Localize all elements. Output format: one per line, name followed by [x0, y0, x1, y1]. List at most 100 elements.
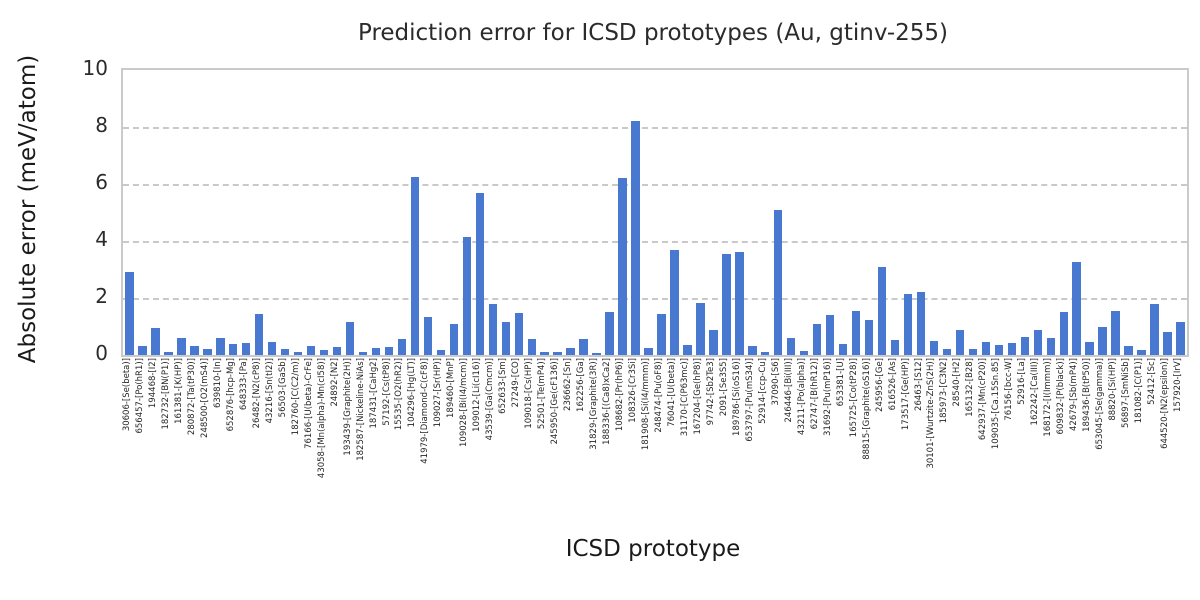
gridline [123, 184, 1187, 186]
bar [332, 347, 342, 355]
bar [280, 349, 290, 355]
bar [981, 341, 991, 355]
bar [475, 192, 485, 355]
bar [1033, 329, 1042, 355]
bar [384, 347, 394, 355]
x-tick-label: 246446-[Bi(III)] [783, 358, 794, 423]
x-tick-label: 88820-[Si(HP)] [1108, 358, 1119, 421]
x-tick-label: 162242-[Ca(III)] [1030, 358, 1041, 426]
x-tick-label: 173517-[Ge(HP)] [900, 358, 911, 431]
y-tick-label: 8 [95, 113, 108, 137]
bar [657, 313, 666, 355]
bar [488, 304, 497, 355]
x-tick-label: 43058-[Mn(alpha)-Mn(cI58)] [316, 358, 327, 479]
bar [190, 346, 199, 355]
gridline [123, 298, 1187, 300]
bar [203, 349, 212, 355]
x-tick-label: 609832-[P(black)] [1056, 358, 1067, 435]
x-tick-label: 109028-[Bi(I4/mcm)] [459, 358, 470, 447]
x-tick-label: 109035-[Ca.15Sn.85] [991, 358, 1002, 450]
bar [1150, 303, 1159, 355]
bar [268, 342, 277, 355]
bar [1059, 312, 1068, 355]
x-axis-title: ICSD prototype [565, 536, 741, 562]
x-tick-label: 42679-[Sb(mP4)] [1069, 358, 1080, 431]
x-tick-label: 43216-[Sn(tI2)] [264, 358, 275, 424]
bar [605, 312, 614, 355]
x-tick-label: 2091-[Se3S5] [718, 358, 729, 417]
x-tick-label: 27249-[CO] [511, 358, 522, 408]
bar [670, 249, 679, 355]
bar [449, 324, 459, 355]
bar [319, 349, 329, 355]
x-tick-label: 182732-[BN(P1)] [160, 358, 171, 430]
bar [825, 315, 835, 355]
bar [566, 348, 575, 355]
bar [644, 347, 653, 355]
bar [955, 329, 965, 355]
bar [1046, 338, 1055, 355]
x-tick-label: 644520-[N2(epsilon)] [1160, 358, 1171, 449]
x-tick-label: 26463-[S12] [913, 358, 924, 411]
bar [527, 339, 536, 355]
x-tick-label: 31692-[Pu(mP16)] [822, 358, 833, 436]
bar [436, 350, 446, 355]
x-tick-label: 280872-[Ta(tP30)] [186, 358, 197, 436]
x-tick-label: 109012-[Li(cI16)] [472, 358, 483, 432]
x-tick-label: 37090-[S6] [770, 358, 781, 406]
bar [125, 272, 134, 355]
bar [255, 313, 264, 355]
x-tick-label: 652876-[hcp-Mg] [225, 358, 236, 432]
x-tick-label: 28540-[H2] [952, 358, 963, 407]
bar [1176, 322, 1185, 355]
x-tick-label: 188336-[(Ca8)xCa2] [602, 358, 613, 445]
bar [994, 345, 1004, 355]
bar [358, 352, 368, 355]
x-tick-label: 76166-[U(beta)-CrFe] [303, 358, 314, 449]
y-axis-title: Absolute error (meV/atom) [15, 54, 41, 364]
bar [774, 209, 783, 355]
y-tick-label: 6 [95, 170, 108, 194]
x-tick-label: 653797-[Pu(mS34)] [744, 358, 755, 442]
bar [177, 337, 186, 355]
bar [1163, 331, 1172, 355]
x-tick-label: 648333-[Pa] [238, 358, 249, 411]
bar [735, 252, 744, 355]
bar [345, 322, 355, 355]
x-tick-label: 182760-[C(C2/m)] [290, 358, 301, 436]
x-tick-label: 56897-[SmNiSb] [1121, 358, 1132, 428]
gridline [123, 241, 1187, 243]
bar [1085, 341, 1094, 355]
bar [812, 323, 822, 355]
x-tick-label: 62747-[B(hR12)] [809, 358, 820, 430]
bar [877, 267, 887, 355]
x-tick-label: 162256-[Ga] [576, 358, 587, 412]
x-tick-label: 26482-[N2(cP8)] [251, 358, 262, 429]
bar [514, 313, 523, 355]
bar [501, 322, 510, 355]
bar [903, 293, 913, 355]
bar [1111, 310, 1120, 355]
bar [631, 121, 640, 355]
x-tick-label: 52914-[ccp-Cu] [757, 358, 768, 424]
bar [851, 311, 861, 355]
x-tick-label: 52916-[La] [1017, 358, 1028, 405]
x-tick-label: 193439-[Graphite(2H)] [342, 358, 353, 456]
x-tick-label: 185973-[C3N2] [939, 358, 950, 424]
chart-title: Prediction error for ICSD prototypes (Au… [357, 20, 948, 46]
x-tick-label: 76156-[bcc-W] [1004, 358, 1015, 421]
x-tick-label: 43211-[Po(alpha)] [796, 358, 807, 435]
x-tick-label: 43539-[Ga(Cmcm)] [485, 358, 496, 441]
x-tick-label: 97742-[Sb2Te3] [705, 358, 716, 426]
bar [709, 329, 718, 355]
bar [968, 349, 978, 355]
bar [138, 345, 147, 355]
bar [1072, 262, 1081, 355]
bar [864, 319, 874, 355]
bar [553, 352, 562, 355]
plot-area [121, 68, 1189, 357]
bar [916, 292, 926, 355]
y-tick-label: 2 [95, 284, 108, 308]
x-tick-label: 189786-[Si(oS16)] [731, 358, 742, 436]
bar [306, 345, 316, 355]
